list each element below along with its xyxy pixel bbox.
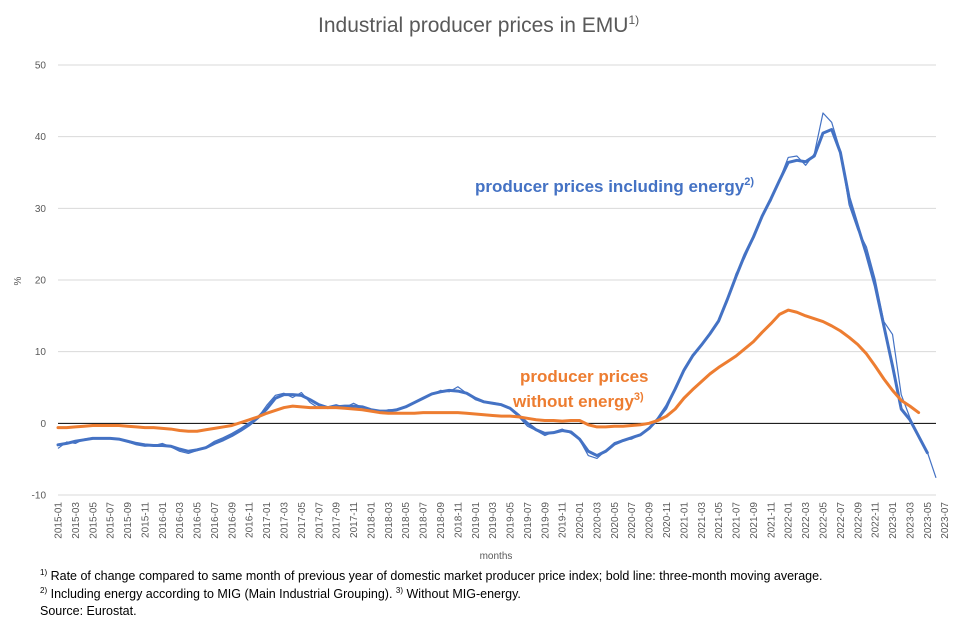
footnote-1-text: Rate of change compared to same month of… — [47, 569, 823, 584]
x-tick-label: 2020-07 — [627, 502, 638, 539]
footnote-1-marker: 1) — [40, 568, 48, 577]
x-tick-label: 2022-01 — [784, 502, 795, 539]
x-tick-label: 2022-05 — [818, 502, 829, 539]
x-tick-label: 2018-07 — [419, 502, 430, 539]
x-tick-label: 2018-05 — [401, 502, 412, 539]
gridlines — [58, 64, 936, 496]
x-tick-label: 2018-09 — [436, 502, 447, 539]
y-tick-label: 50 — [35, 61, 47, 72]
x-tick-label: 2023-07 — [940, 502, 951, 539]
x-tick-label: 2016-09 — [227, 502, 238, 539]
chart-title-sup: 1) — [628, 13, 639, 27]
x-tick-label: 2016-05 — [193, 502, 204, 539]
y-tick-label: -10 — [32, 491, 47, 502]
x-tick-label: 2017-03 — [280, 502, 291, 539]
series-label-including-energy: producer prices including energy2) — [475, 176, 754, 196]
x-tick-label: 2023-05 — [923, 502, 934, 539]
x-tick-label: 2018-01 — [366, 502, 377, 539]
x-tick-label: 2022-09 — [853, 502, 864, 539]
x-tick-label: 2019-09 — [540, 502, 551, 539]
y-tick-label: 0 — [40, 419, 46, 430]
series-including-energy-moving-average-line — [56, 128, 929, 458]
series-label-without-energy-line1: producer prices — [520, 367, 649, 386]
x-axis-label: months — [480, 551, 513, 562]
x-tick-label: 2019-01 — [471, 502, 482, 539]
x-tick-label: 2020-01 — [575, 502, 586, 539]
x-tick-label: 2015-07 — [106, 502, 117, 539]
x-tick-label: 2019-11 — [558, 502, 569, 538]
x-tick-label: 2017-11 — [349, 502, 360, 538]
series-lines — [56, 112, 937, 478]
x-tick-label: 2021-07 — [732, 502, 743, 539]
x-tick-label: 2021-09 — [749, 502, 760, 539]
footnote-1: 1) Rate of change compared to same month… — [40, 568, 823, 583]
x-tick-label: 2019-07 — [523, 502, 534, 539]
chart-title: Industrial producer prices in EMU1) — [318, 13, 639, 37]
x-tick-label: 2018-03 — [384, 502, 395, 539]
series-without-energy-line — [56, 308, 921, 433]
footnote-2: 2) Including energy according to MIG (Ma… — [40, 586, 521, 601]
x-tick-label: 2021-01 — [679, 502, 690, 539]
x-tick-label: 2021-11 — [766, 502, 777, 538]
x-tick-label: 2021-05 — [714, 502, 725, 539]
x-tick-label: 2015-05 — [88, 502, 99, 539]
x-tick-label: 2020-09 — [645, 502, 656, 539]
footnote-source: Source: Eurostat. — [40, 604, 137, 618]
x-tick-label: 2020-11 — [662, 502, 673, 538]
footnote-2-text: Including energy according to MIG (Main … — [47, 587, 396, 602]
series-label-without-text: without energy — [512, 392, 634, 411]
series-label-without-sup: 3) — [634, 391, 644, 403]
x-tick-label: 2015-11 — [140, 502, 151, 538]
y-tick-label: 20 — [35, 276, 47, 287]
footnote-3-marker: 3) — [395, 586, 404, 595]
x-tick-label: 2020-03 — [592, 502, 603, 539]
x-tick-label: 2018-11 — [453, 502, 464, 538]
x-tick-label: 2015-03 — [71, 502, 82, 539]
y-axis-label: % — [13, 276, 24, 285]
x-tick-label: 2019-05 — [506, 502, 517, 539]
series-label-including-text: producer prices including energy — [475, 177, 745, 196]
x-tick-label: 2019-03 — [488, 502, 499, 539]
footnote-2-marker: 2) — [40, 586, 48, 595]
y-tick-label: 10 — [35, 347, 47, 358]
x-tick-label: 2017-09 — [332, 502, 343, 539]
footnote-3-text: Without MIG-energy. — [403, 587, 521, 602]
y-axis-ticks: -10 0 10 20 30 40 50 — [32, 61, 47, 502]
x-tick-label: 2017-01 — [262, 502, 273, 539]
x-tick-label: 2017-05 — [297, 502, 308, 539]
series-label-without-energy-line2: without energy3) — [512, 391, 644, 411]
x-tick-label: 2022-07 — [836, 502, 847, 539]
chart-title-text: Industrial producer prices in EMU — [318, 14, 628, 37]
x-tick-label: 2015-09 — [123, 502, 134, 539]
x-tick-label: 2023-03 — [905, 502, 916, 539]
x-tick-label: 2015-01 — [54, 502, 65, 539]
x-tick-label: 2022-11 — [871, 502, 882, 538]
x-tick-label: 2023-01 — [888, 502, 899, 539]
x-tick-label: 2022-03 — [801, 502, 812, 539]
x-tick-label: 2016-01 — [158, 502, 169, 539]
x-tick-label: 2016-03 — [175, 502, 186, 539]
series-label-including-sup: 2) — [744, 176, 754, 188]
x-tick-label: 2021-03 — [697, 502, 708, 539]
x-tick-label: 2020-05 — [610, 502, 621, 539]
x-tick-label: 2016-11 — [245, 502, 256, 538]
y-tick-label: 40 — [35, 132, 47, 143]
x-tick-label: 2016-07 — [210, 502, 221, 539]
x-tick-label: 2017-07 — [314, 502, 325, 539]
y-tick-label: 30 — [35, 204, 47, 215]
x-axis-ticks: 2015-01 2015-03 2015-05 2015-07 2015-09 2015-… — [54, 502, 952, 539]
